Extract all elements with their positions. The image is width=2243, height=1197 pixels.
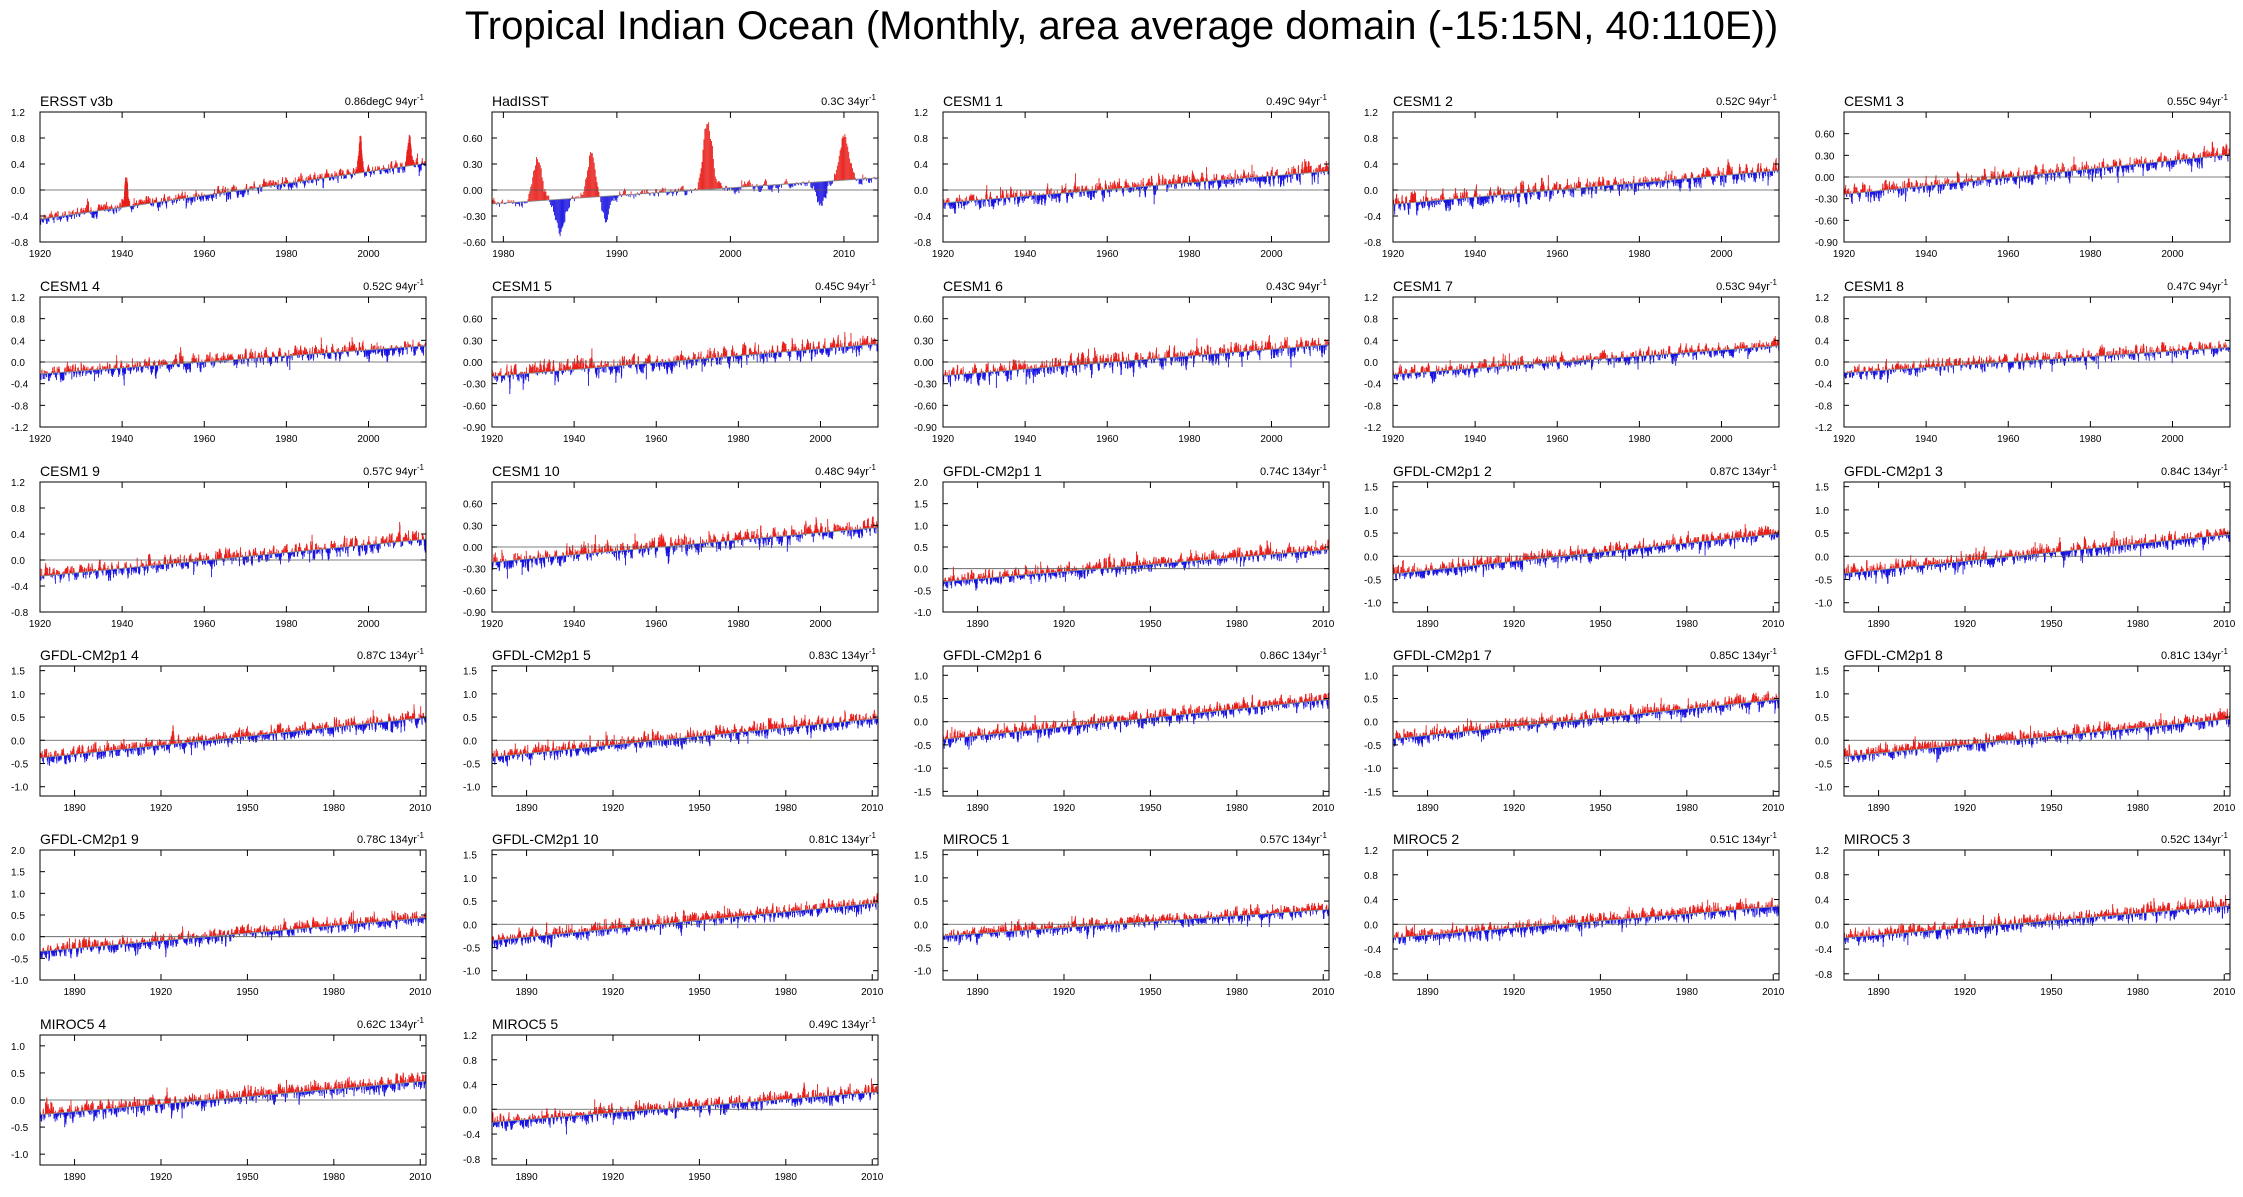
trend-line (39, 162, 427, 220)
x-tick-label: 1940 (111, 249, 134, 260)
trend-label: 0.3C 34yr-1 (821, 93, 876, 108)
trend-label: 0.86degC 94yr-1 (345, 93, 425, 108)
y-tick-label: 0.8 (914, 134, 928, 145)
y-tick-label: 0.4 (1364, 160, 1378, 171)
plot-frame (39, 111, 427, 243)
x-tick-label: 1990 (606, 249, 629, 260)
y-tick-label: 1.2 (914, 108, 928, 119)
x-tick-label: 1920 (932, 249, 955, 260)
panel-1: HadISST 0.3C 34yr-1 0.60 0.30 0.00 -0.30 -0.60… (463, 93, 879, 260)
plot-frame (1392, 111, 1780, 243)
panel-title: ERSST v3b (40, 93, 113, 109)
x-tick-label: 1980 (492, 249, 515, 260)
panel-2: CESM1 1 0.49C 94yr-11.20.80.40.0-0.4-0.81… (914, 93, 1330, 260)
trend-line (1392, 170, 1780, 205)
y-tick-label: 0.8 (1364, 134, 1378, 145)
x-tick-label: 1980 (275, 249, 298, 260)
x-tick-label: 1920 (1382, 249, 1405, 260)
trend-label: 0.55C 94yr-1 (2167, 93, 2228, 108)
y-tick-label: 0.0 (11, 186, 25, 197)
x-tick-label: 1980 (1628, 249, 1651, 260)
bar-series (1844, 141, 2230, 204)
trend-label: 0.49C 94yr-1 (1266, 93, 1327, 108)
x-tick-label: 2000 (357, 249, 380, 260)
y-tick-label: 0.00 (463, 186, 483, 197)
y-tick-label: 0.0 (1364, 186, 1378, 197)
panel-3: CESM1 2 0.52C 94yr-11.20.80.40.0-0.4-0.81… (1364, 93, 1780, 260)
panel-title: CESM1 2 (1393, 93, 1453, 109)
plot-frame (942, 111, 1330, 243)
y-tick-label: -0.8 (1364, 238, 1382, 249)
y-tick-label: 0.0 (914, 186, 928, 197)
x-tick-label: 1940 (1014, 249, 1037, 260)
bar-series (943, 159, 1329, 214)
trend-label: 0.52C 94yr-1 (1716, 93, 1777, 108)
x-tick-label: 2000 (719, 249, 742, 260)
plot-frame (491, 111, 879, 243)
y-tick-label: -0.4 (914, 212, 932, 223)
y-tick-label: -0.4 (11, 212, 29, 223)
y-tick-label: 1.2 (11, 108, 25, 119)
y-tick-label: 0.4 (914, 160, 928, 171)
y-tick-label: 0.8 (11, 134, 25, 145)
x-tick-label: 1960 (1096, 249, 1119, 260)
y-tick-label: 0.4 (11, 160, 25, 171)
bar-series (492, 122, 878, 237)
bar-series (1393, 157, 1779, 216)
panel-title: CESM1 1 (943, 93, 1003, 109)
trend-line (942, 170, 1330, 204)
panel-0: ERSST v3b 0.86degC 94yr-1 1.2 0.8 0.4 0.0 -0.4… (11, 93, 427, 260)
x-tick-label: 2000 (1710, 249, 1733, 260)
x-tick-label: 2000 (1260, 249, 1283, 260)
panel-title: HadISST (492, 93, 549, 109)
y-tick-label: 1.2 (1364, 108, 1378, 119)
trend-line (491, 177, 879, 205)
y-tick-label: -0.8 (914, 238, 932, 249)
y-tick-label: 0.30 (463, 160, 483, 171)
panel-4: CESM1 3 0.55C 94yr-10.600.300.00-0.30-0.6… (1815, 93, 2231, 260)
x-tick-label: 1980 (1178, 249, 1201, 260)
x-tick-label: 2010 (833, 249, 856, 260)
page-title: Tropical Indian Ocean (Monthly, area ave… (0, 2, 2243, 50)
x-tick-label: 1920 (29, 249, 52, 260)
y-tick-label: -0.60 (463, 238, 486, 249)
y-tick-label: -0.8 (11, 238, 29, 249)
x-tick-label: 1940 (1464, 249, 1487, 260)
x-tick-label: 1960 (1546, 249, 1569, 260)
y-tick-label: -0.4 (1364, 212, 1382, 223)
panel-title: CESM1 3 (1844, 93, 1904, 109)
x-tick-label: 1960 (193, 249, 216, 260)
y-tick-label: 0.60 (463, 134, 483, 145)
y-tick-label: -0.30 (463, 212, 486, 223)
